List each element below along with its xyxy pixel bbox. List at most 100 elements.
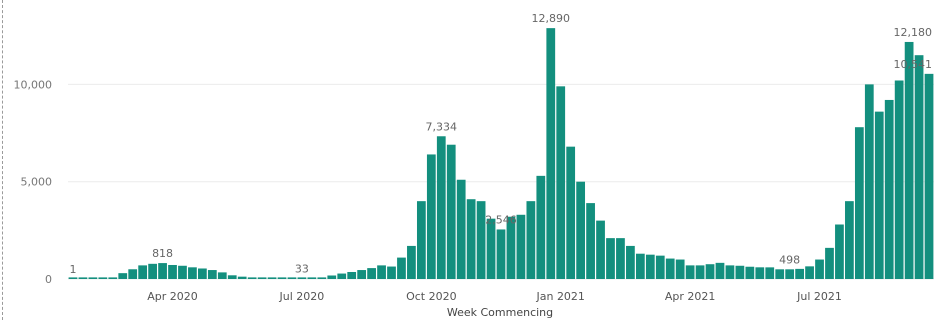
bar-2020-09-21 [407, 245, 416, 279]
bar-2020-09-14 [397, 257, 406, 279]
x-tick-label: Apr 2021 [665, 290, 716, 303]
bar-2020-08-17 [357, 270, 367, 279]
bar-2021-07-12 [825, 247, 834, 279]
bar-2021-03-08 [645, 254, 655, 279]
bar-2020-07-13 [307, 277, 317, 279]
bar-2020-02-10 [88, 277, 98, 279]
bar-2021-06-07 [775, 269, 785, 279]
bar-2020-03-16 [138, 265, 148, 279]
bar-2021-02-08 [606, 238, 615, 279]
bar-2021-05-10 [735, 265, 745, 279]
bar-2021-05-03 [725, 265, 735, 279]
data-label: 12,180 [894, 26, 933, 39]
data-label: 818 [152, 247, 173, 260]
bar-2021-04-12 [695, 265, 705, 279]
data-label: 10,541 [894, 58, 933, 71]
bar-2021-01-25 [586, 203, 595, 279]
bar-2020-10-19 [446, 144, 456, 279]
bar-2020-10-12 [436, 136, 446, 279]
data-label: 2,546 [485, 213, 517, 226]
bar-2021-06-21 [795, 268, 804, 279]
y-axis: 0 5,000 10,000 [14, 78, 53, 286]
bar-2021-04-26 [715, 262, 725, 279]
bar-2020-08-24 [367, 268, 376, 279]
bar-2020-12-28 [546, 28, 556, 279]
bar-2021-09-20 [924, 73, 934, 279]
bar-2021-09-13 [914, 55, 924, 279]
bar-2020-12-14 [526, 201, 536, 279]
bar-2020-03-23 [148, 263, 157, 279]
x-tick-label: Oct 2020 [406, 290, 457, 303]
bar-2021-05-17 [745, 266, 755, 279]
x-tick-label: Jan 2021 [535, 290, 584, 303]
bar-2020-05-18 [227, 275, 237, 279]
bar-2021-01-04 [556, 86, 566, 279]
y-tick-label: 0 [45, 273, 52, 286]
x-axis: Apr 2020 Jul 2020 Oct 2020 Jan 2021 Apr 2021… [147, 290, 842, 303]
y-tick-label: 5,000 [21, 176, 53, 189]
bar-2020-09-28 [416, 201, 426, 279]
bar-2021-03-29 [675, 259, 685, 279]
bar-2021-01-11 [566, 146, 576, 279]
bar-2021-07-05 [815, 259, 824, 279]
bar-2020-06-08 [257, 277, 267, 279]
bar-2020-06-01 [247, 277, 257, 279]
bar-2021-08-16 [874, 111, 884, 279]
bar-2021-03-22 [665, 258, 675, 279]
bar-2020-10-05 [426, 154, 436, 279]
bar-2020-06-15 [267, 277, 277, 279]
bar-2020-07-20 [317, 277, 327, 279]
bar-2021-02-01 [596, 220, 605, 279]
bar-2020-02-17 [98, 277, 108, 279]
bar-2020-02-03 [78, 277, 88, 279]
bar-2021-04-19 [705, 264, 715, 279]
data-label: 33 [295, 262, 309, 275]
bar-2021-07-26 [845, 201, 854, 279]
bar-2021-08-02 [854, 127, 864, 279]
bar-2021-09-06 [904, 41, 914, 279]
bar-2021-05-31 [765, 267, 775, 279]
bar-2020-04-13 [178, 265, 187, 279]
bar-2020-01-27 [68, 277, 78, 279]
bar-2020-05-25 [237, 276, 247, 279]
x-tick-label: Jul 2021 [796, 290, 842, 303]
bar-2021-07-19 [835, 224, 844, 279]
bars [68, 28, 934, 279]
bar-2020-11-30 [506, 216, 516, 279]
frame-edge [2, 0, 3, 320]
bar-2021-04-05 [685, 265, 695, 279]
bar-2020-03-09 [128, 269, 138, 279]
bar-2021-01-18 [576, 181, 586, 279]
bar-2020-04-20 [188, 267, 197, 279]
data-label: 1 [69, 263, 76, 276]
bar-2020-07-06 [297, 277, 307, 279]
bar-2020-08-31 [377, 265, 386, 279]
bar-2020-10-26 [456, 179, 466, 279]
bar-2020-04-27 [198, 268, 207, 279]
data-label: 12,890 [532, 12, 571, 25]
bar-2020-08-03 [337, 273, 347, 279]
bar-2020-05-04 [207, 270, 217, 279]
x-tick-label: Jul 2020 [279, 290, 325, 303]
bar-2021-05-24 [755, 267, 765, 279]
bar-2020-11-09 [476, 201, 486, 279]
bar-2020-06-22 [277, 277, 287, 279]
data-label: 7,334 [426, 120, 458, 133]
bar-2020-02-24 [108, 277, 118, 279]
x-axis-title: Week Commencing [447, 306, 553, 319]
bar-2020-11-16 [486, 218, 496, 279]
bar-2021-06-14 [785, 269, 795, 279]
bar-2020-08-10 [347, 271, 357, 279]
bar-2021-02-22 [626, 245, 635, 279]
bar-2021-02-15 [616, 238, 625, 279]
bar-2020-12-07 [516, 214, 526, 279]
bar-2021-08-30 [894, 80, 904, 279]
bar-2020-03-30 [158, 263, 167, 279]
y-tick-label: 10,000 [14, 78, 53, 91]
bar-2020-11-02 [466, 199, 476, 279]
bar-2021-08-23 [884, 99, 894, 279]
bar-2020-06-29 [287, 277, 297, 279]
bar-2020-05-11 [217, 272, 227, 279]
data-labels: 1 818 33 7,334 2,546 12,890 498 12,180 10,541 [69, 12, 932, 276]
